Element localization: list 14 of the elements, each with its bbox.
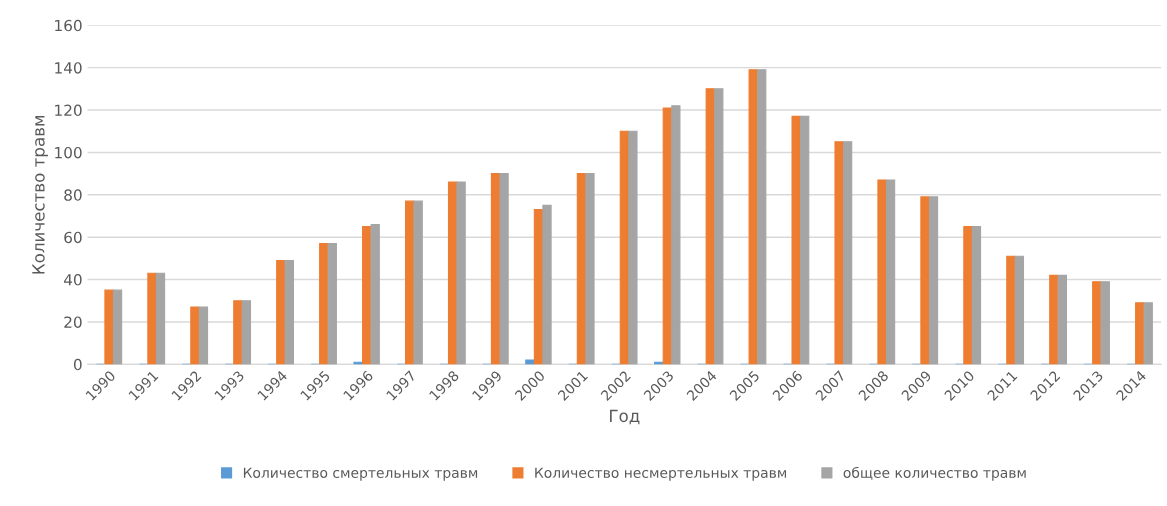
y-tick-label: 40: [63, 274, 82, 286]
y-tick-label: 0: [73, 358, 82, 371]
legend-label: общее количество травм: [843, 466, 1026, 481]
y-axis-title: Количество травм: [32, 115, 48, 274]
legend-label: Количество смертельных травм: [243, 467, 478, 481]
y-tick-label: 20: [64, 316, 82, 328]
y-tick-label: 160: [55, 19, 82, 32]
y-tick-label: 100: [55, 146, 82, 159]
y-tick-label: 80: [64, 189, 82, 201]
legend-label: Количество несмертельных травм: [535, 467, 787, 481]
y-tick-label: 140: [55, 62, 82, 74]
y-tick-label: 60: [64, 231, 82, 244]
x-axis-title: Год: [610, 409, 640, 425]
y-tick-label: 120: [55, 104, 82, 117]
